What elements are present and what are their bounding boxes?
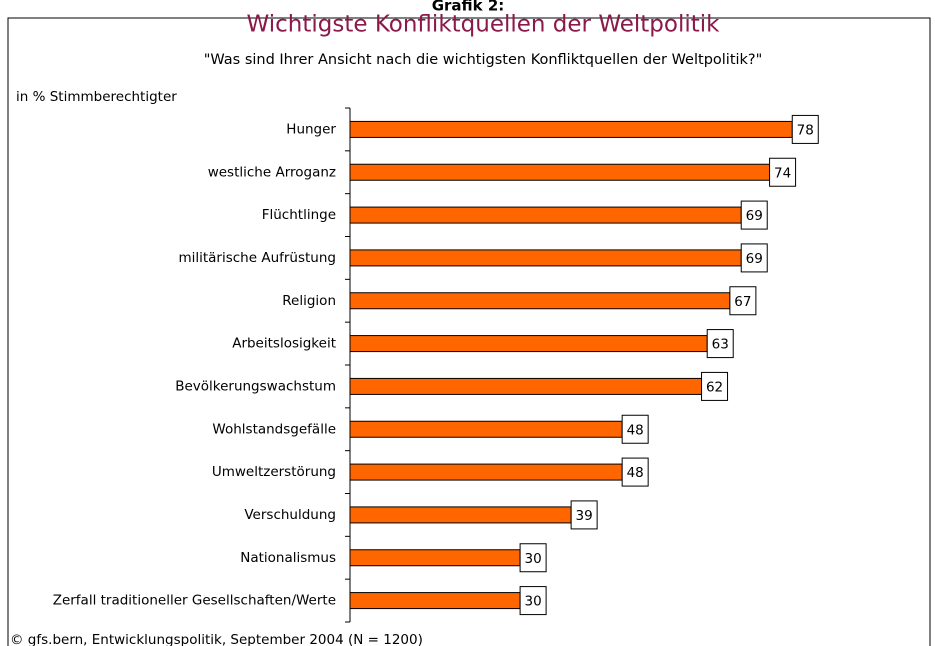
category-label: Umweltzerstörung	[212, 464, 336, 480]
value-box	[729, 286, 757, 316]
bar	[349, 335, 708, 353]
bar	[349, 163, 771, 181]
value-box	[740, 200, 768, 230]
bar	[349, 292, 731, 310]
value-label: 62	[706, 379, 723, 395]
bar	[349, 463, 623, 481]
category-label: Zerfall traditioneller Gesellschaften/We…	[53, 593, 336, 609]
value-label: 67	[734, 294, 751, 310]
bar	[349, 549, 521, 567]
category-label: Nationalismus	[240, 550, 336, 566]
value-box	[519, 543, 547, 573]
value-box	[570, 500, 598, 530]
value-box	[769, 157, 797, 187]
bar	[349, 420, 623, 438]
value-label: 74	[774, 165, 791, 181]
value-box	[740, 243, 768, 273]
value-box	[519, 586, 547, 616]
category-label: Hunger	[286, 121, 336, 137]
chart-title: Wichtigste Konfliktquellen der Weltpolit…	[247, 12, 721, 38]
bar	[349, 249, 742, 267]
category-label: Arbeitslosigkeit	[232, 336, 336, 352]
category-label: Wohlstandsgefälle	[212, 421, 336, 437]
value-label: 39	[576, 508, 593, 524]
bar	[349, 506, 572, 524]
unit-label: in % Stimmberechtigter	[16, 89, 177, 105]
value-label: 30	[525, 551, 542, 567]
value-label: 78	[797, 122, 814, 138]
frame	[7, 17, 931, 646]
bar	[349, 120, 793, 138]
chart-subtitle: "Was sind Ihrer Ansicht nach die wichtig…	[204, 52, 763, 68]
value-label: 63	[712, 337, 729, 353]
source: © gfs.bern, Entwicklungspolitik, Septemb…	[10, 632, 423, 646]
value-box	[621, 457, 649, 487]
bar	[349, 592, 521, 610]
category-label: militärische Aufrüstung	[178, 250, 336, 266]
value-label: 69	[746, 208, 763, 224]
bar	[349, 206, 742, 224]
category-label: Religion	[282, 293, 336, 309]
figure-label: Grafik 2:	[432, 0, 505, 15]
value-label: 48	[627, 465, 644, 481]
value-label: 69	[746, 251, 763, 267]
category-label: Bevölkerungswachstum	[175, 378, 336, 394]
value-label: 30	[525, 594, 542, 610]
category-label: Flüchtlinge	[262, 207, 336, 223]
value-box	[791, 114, 819, 144]
category-label: westliche Arroganz	[208, 164, 336, 180]
value-box	[621, 414, 649, 444]
value-box	[706, 329, 734, 359]
category-label: Verschuldung	[244, 507, 336, 523]
value-label: 48	[627, 422, 644, 438]
value-box	[701, 371, 729, 401]
bar	[349, 377, 703, 395]
